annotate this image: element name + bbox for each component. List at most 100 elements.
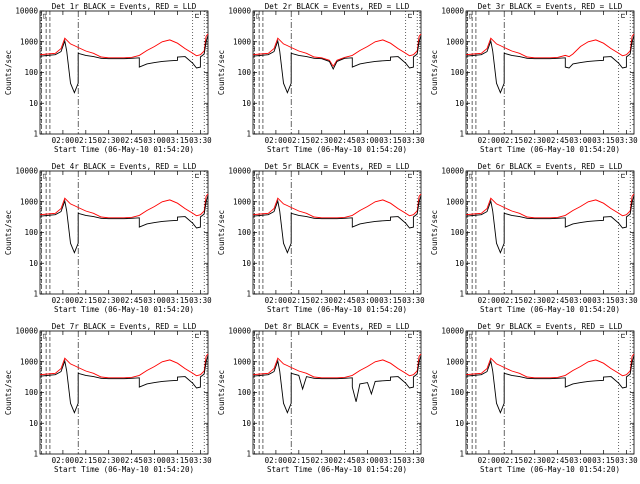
- x-tick-label: 02:15: [501, 296, 524, 305]
- detector-panel-7: Det 7r BLACK = Events, RED = LLD 1 10 100 10…: [0, 320, 213, 480]
- y-tick-label: 1000: [446, 197, 465, 206]
- x-tick-label: 03:30: [402, 296, 425, 305]
- y-tick-label: 100: [237, 68, 251, 77]
- chart-svg: Det 8r BLACK = Events, RED = LLD 1 10 100 10…: [217, 322, 425, 474]
- y-tick-label: 10000: [441, 167, 464, 176]
- legend-mark-right: ⊏: [408, 171, 413, 180]
- detector-panel-9: Det 9r BLACK = Events, RED = LLD 1 10 100 10…: [426, 320, 639, 480]
- x-axis-label: Start Time (06-May-10 01:54:20): [267, 305, 407, 314]
- x-tick-label: 02:30: [523, 456, 546, 465]
- detector-panel-2: Det 2r BLACK = Events, RED = LLD 1 10 100 10…: [213, 0, 426, 160]
- series-line-lld: [465, 33, 635, 59]
- x-tick-label: 02:45: [546, 456, 569, 465]
- plot-frame: [252, 170, 422, 295]
- x-tick-label: 02:30: [97, 456, 120, 465]
- y-tick-label: 100: [237, 388, 251, 397]
- y-tick-label: 10000: [228, 7, 251, 16]
- y-tick-label: 100: [24, 388, 38, 397]
- chart-title: Det 5r BLACK = Events, RED = LLD: [265, 162, 410, 171]
- y-tick-label: 1000: [20, 37, 39, 46]
- series-line-lld: [252, 353, 422, 379]
- y-tick-label: 1: [33, 450, 38, 459]
- x-tick-label: 03:15: [592, 296, 615, 305]
- y-axis-label: Counts/sec: [217, 50, 226, 95]
- x-tick-label: 02:45: [546, 296, 569, 305]
- x-tick-label: 02:45: [120, 296, 143, 305]
- y-tick-label: 100: [450, 68, 464, 77]
- x-tick-label: 03:15: [166, 296, 189, 305]
- y-axis-label: Counts/sec: [430, 50, 439, 95]
- x-tick-label: 03:00: [569, 456, 592, 465]
- y-tick-label: 1: [246, 290, 251, 299]
- series-line-events: [252, 195, 422, 254]
- legend-mark-right: ⊏: [621, 331, 626, 340]
- chart-svg: Det 5r BLACK = Events, RED = LLD 1 10 100 10…: [217, 162, 425, 314]
- y-tick-label: 1: [246, 450, 251, 459]
- legend-mark-right: ⊏: [621, 11, 626, 20]
- y-tick-label: 10000: [441, 327, 464, 336]
- chart-svg: Det 1r BLACK = Events, RED = LLD 1 10 100 10…: [4, 2, 212, 154]
- x-tick-label: 03:30: [189, 296, 212, 305]
- y-tick-label: 100: [450, 228, 464, 237]
- legend-mark-left: ▯: [42, 11, 47, 20]
- x-tick-label: 02:45: [120, 136, 143, 145]
- y-tick-label: 1: [459, 450, 464, 459]
- x-tick-label: 03:30: [189, 456, 212, 465]
- chart-svg: Det 9r BLACK = Events, RED = LLD 1 10 100 10…: [430, 322, 638, 474]
- x-axis-label: Start Time (06-May-10 01:54:20): [480, 145, 620, 154]
- series-line-lld: [465, 193, 635, 219]
- chart-svg: Det 6r BLACK = Events, RED = LLD 1 10 100 10…: [430, 162, 638, 314]
- series-line-lld: [465, 353, 635, 379]
- legend-mark-left: ▯: [468, 11, 473, 20]
- x-tick-label: 02:30: [523, 136, 546, 145]
- x-tick-label: 02:45: [120, 456, 143, 465]
- x-tick-label: 02:15: [288, 136, 311, 145]
- y-tick-label: 1000: [233, 197, 252, 206]
- x-tick-label: 03:00: [356, 456, 379, 465]
- y-tick-label: 10: [455, 259, 465, 268]
- y-tick-label: 10: [242, 259, 252, 268]
- legend-mark-left: ▯: [255, 331, 260, 340]
- legend-mark-right: ⊏: [195, 11, 200, 20]
- y-tick-label: 1: [246, 130, 251, 139]
- x-tick-label: 02:15: [288, 456, 311, 465]
- x-tick-label: 03:00: [143, 456, 166, 465]
- plot-frame: [465, 330, 635, 455]
- x-tick-label: 03:15: [379, 296, 402, 305]
- x-tick-label: 02:45: [546, 136, 569, 145]
- y-axis-label: Counts/sec: [430, 370, 439, 415]
- chart-title: Det 4r BLACK = Events, RED = LLD: [52, 162, 197, 171]
- x-tick-label: 02:30: [523, 296, 546, 305]
- y-tick-label: 1: [459, 290, 464, 299]
- y-axis-label: Counts/sec: [217, 210, 226, 255]
- series-line-events: [465, 355, 635, 414]
- x-tick-label: 02:30: [97, 136, 120, 145]
- y-tick-label: 10: [455, 99, 465, 108]
- chart-title: Det 8r BLACK = Events, RED = LLD: [265, 322, 410, 331]
- x-tick-label: 02:00: [52, 136, 75, 145]
- chart-svg: Det 3r BLACK = Events, RED = LLD 1 10 100 10…: [430, 2, 638, 154]
- chart-svg: Det 2r BLACK = Events, RED = LLD 1 10 100 10…: [217, 2, 425, 154]
- y-tick-label: 1: [33, 130, 38, 139]
- y-tick-label: 10000: [15, 7, 38, 16]
- y-tick-label: 1000: [233, 37, 252, 46]
- series-line-lld: [39, 193, 209, 219]
- chart-svg: Det 7r BLACK = Events, RED = LLD 1 10 100 10…: [4, 322, 212, 474]
- x-tick-label: 02:15: [75, 136, 98, 145]
- y-axis-label: Counts/sec: [4, 50, 13, 95]
- x-axis-label: Start Time (06-May-10 01:54:20): [267, 145, 407, 154]
- y-tick-label: 10000: [441, 7, 464, 16]
- chart-svg: Det 4r BLACK = Events, RED = LLD 1 10 100 10…: [4, 162, 212, 314]
- legend-mark-left: ▯: [42, 171, 47, 180]
- x-tick-label: 02:30: [310, 296, 333, 305]
- x-tick-label: 03:30: [189, 136, 212, 145]
- y-axis-label: Counts/sec: [4, 370, 13, 415]
- plot-frame: [39, 170, 209, 295]
- series-line-events: [39, 355, 209, 414]
- legend-mark-left: ▯: [255, 11, 260, 20]
- y-tick-label: 100: [24, 68, 38, 77]
- x-tick-label: 02:00: [478, 136, 501, 145]
- x-tick-label: 02:15: [501, 456, 524, 465]
- legend-mark-right: ⊏: [408, 331, 413, 340]
